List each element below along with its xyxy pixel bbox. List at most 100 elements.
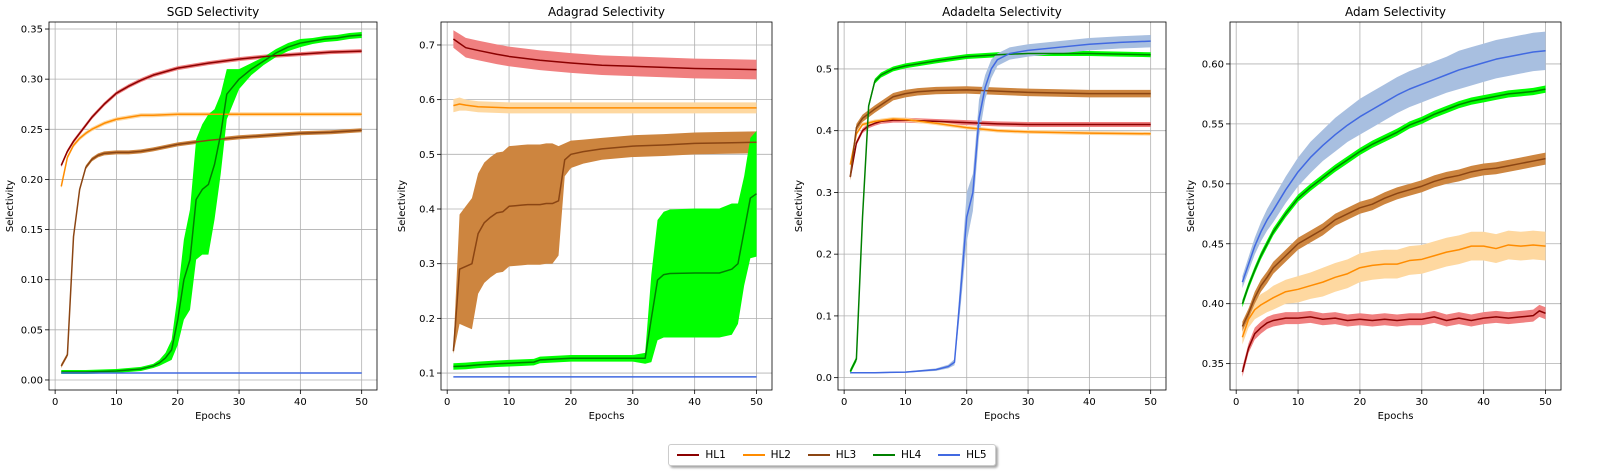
y-tick-label: 0.50 (1202, 179, 1224, 190)
x-tick-label: 10 (110, 397, 123, 408)
x-tick-label: 20 (565, 397, 578, 408)
legend-label-hl4: HL4 (900, 449, 922, 461)
line-hl5 (1241, 50, 1546, 283)
x-tick-label: 40 (1477, 397, 1490, 408)
x-tick-label: 30 (233, 397, 246, 408)
band-hl2 (1242, 230, 1546, 345)
y-axis-label: Selectivity (1186, 180, 1197, 232)
legend-label-hl1: HL1 (705, 449, 726, 461)
line-hl3 (60, 129, 362, 367)
x-tick-label: 0 (1233, 397, 1239, 408)
line-hl2 (849, 118, 1151, 165)
y-tick-label: 0.00 (21, 375, 43, 386)
y-axis-label: Selectivity (397, 180, 408, 232)
legend-label-hl5: HL5 (966, 449, 987, 461)
chart-title: Adadelta Selectivity (942, 5, 1062, 19)
x-tick-label: 40 (1083, 397, 1096, 408)
y-tick-label: 0.40 (1202, 299, 1224, 310)
band-hl5 (1242, 31, 1546, 289)
plot-area (60, 32, 362, 374)
band-hl1 (850, 117, 1151, 180)
line-hl4 (61, 34, 362, 373)
chart-panel: 0 10 20 30 40 50 0.00 0.05 0.10 0.15 0.20 0.25 0.30 0… (5, 5, 378, 422)
y-tick-label: 0.35 (1202, 359, 1224, 370)
y-tick-label: 0.45 (1202, 239, 1224, 250)
band-hl2 (453, 97, 757, 114)
legend-item-hl1: HL1 (677, 449, 726, 461)
y-tick-label: 0.5 (816, 64, 832, 75)
line-hl3 (849, 89, 1151, 178)
legend-swatch-hl3 (807, 454, 830, 456)
y-tick-label: 0.7 (419, 40, 435, 51)
legend-swatch-hl5 (938, 454, 961, 456)
plot-area (452, 30, 757, 378)
chart-title: Adam Selectivity (1345, 5, 1446, 19)
line-hl5 (850, 40, 1151, 374)
x-tick-label: 20 (171, 397, 184, 408)
band-hl4 (1242, 85, 1546, 308)
line-hl2 (1241, 244, 1546, 338)
band-hl4 (61, 32, 362, 374)
y-tick-label: 0.4 (419, 205, 435, 216)
legend-label-hl2: HL2 (770, 449, 791, 461)
x-tick-label: 50 (1539, 397, 1552, 408)
y-tick-label: 0.1 (419, 369, 435, 380)
x-tick-label: 0 (841, 397, 847, 408)
x-tick-label: 50 (1144, 397, 1157, 408)
plot-area (1241, 31, 1546, 377)
x-axis-label: Epochs (589, 411, 625, 422)
y-tick-label: 0.4 (816, 126, 832, 137)
x-axis-label: Epochs (984, 411, 1020, 422)
x-tick-label: 0 (444, 397, 450, 408)
y-tick-label: 0.10 (21, 275, 43, 286)
x-tick-label: 20 (1354, 397, 1367, 408)
y-tick-label: 0.20 (21, 175, 43, 186)
line-hl1 (849, 119, 1151, 178)
axes-frame (1229, 21, 1562, 391)
band-hl5 (850, 34, 1151, 374)
y-tick-label: 0.5 (419, 150, 435, 161)
band-hl1 (453, 30, 757, 80)
x-tick-label: 40 (294, 397, 307, 408)
y-tick-label: 0.1 (816, 311, 832, 322)
x-axis-label: Epochs (195, 411, 231, 422)
band-hl4 (453, 130, 757, 370)
axes-frame (440, 21, 773, 391)
x-tick-label: 10 (503, 397, 516, 408)
y-tick-label: 0.55 (1202, 119, 1224, 130)
legend-item-hl5: HL5 (938, 449, 987, 461)
y-tick-label: 0.30 (21, 75, 43, 86)
y-tick-label: 0.35 (21, 25, 43, 36)
line-hl1 (60, 50, 362, 166)
line-hl1 (1241, 310, 1546, 373)
y-axis-label: Selectivity (5, 180, 16, 232)
line-hl3 (452, 141, 757, 352)
chart-title: Adagrad Selectivity (548, 5, 665, 19)
line-hl2 (60, 113, 362, 187)
legend-item-hl3: HL3 (807, 449, 856, 461)
band-hl1 (1242, 304, 1546, 377)
legend-swatch-hl4 (872, 454, 895, 456)
legend-item-hl2: HL2 (742, 449, 791, 461)
x-tick-label: 30 (626, 397, 639, 408)
x-axis-label: Epochs (1378, 411, 1414, 422)
y-tick-label: 0.25 (21, 125, 43, 136)
x-tick-label: 50 (750, 397, 763, 408)
x-tick-label: 10 (1292, 397, 1305, 408)
axes-frame (48, 21, 378, 391)
line-hl4 (1241, 88, 1546, 304)
y-tick-label: 0.60 (1202, 59, 1224, 70)
line-hl4 (453, 193, 757, 368)
x-tick-label: 40 (688, 397, 701, 408)
plot-area (849, 34, 1151, 374)
chart-panel: 0 10 20 30 40 50 0.35 0.40 0.45 0.50 0.55 0.60 Adam … (1186, 5, 1562, 422)
y-tick-label: 0.15 (21, 225, 43, 236)
legend-swatch-hl2 (742, 454, 765, 456)
y-tick-label: 0.3 (419, 259, 435, 270)
x-tick-label: 50 (355, 397, 368, 408)
chart-panel: 0 10 20 30 40 50 0.0 0.1 0.2 0.3 0.4 0.5 Adadelta Se… (794, 5, 1167, 422)
x-tick-label: 10 (899, 397, 912, 408)
x-tick-label: 30 (1022, 397, 1035, 408)
y-tick-label: 0.6 (419, 95, 435, 106)
